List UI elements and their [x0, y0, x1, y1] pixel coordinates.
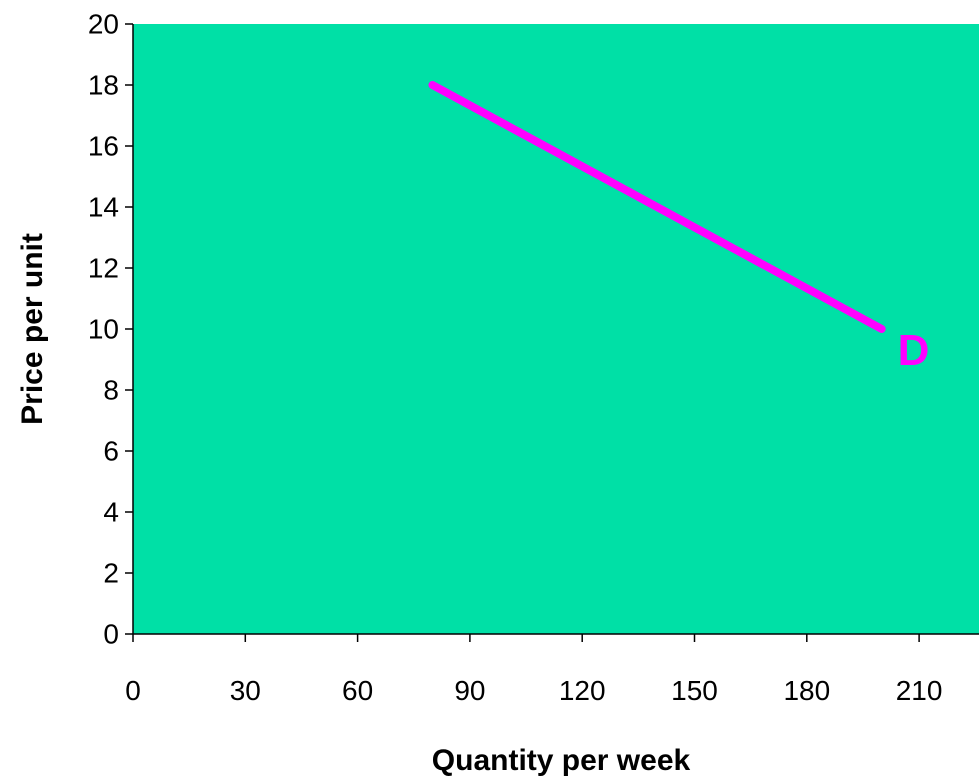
series-layer: D: [428, 81, 930, 375]
y-tick-label: 0: [103, 619, 119, 650]
x-axis-ticks: 0 30 60 90 120 150 180 210: [125, 634, 942, 706]
y-axis-ticks: 0 2 4 6 8 10 12 14 16 18 20: [88, 9, 133, 650]
demand-curve-label: D: [898, 326, 930, 375]
y-tick-label: 2: [103, 558, 119, 589]
y-axis-title: Price per unit: [16, 233, 49, 425]
y-tick-label: 6: [103, 436, 119, 467]
x-tick-label: 120: [559, 675, 606, 706]
y-tick-label: 16: [88, 131, 119, 162]
x-tick-label: 60: [342, 675, 373, 706]
x-tick-label: 30: [230, 675, 261, 706]
y-tick-label: 14: [88, 192, 119, 223]
y-tick-label: 4: [103, 497, 119, 528]
x-tick-label: 150: [671, 675, 718, 706]
plot-area: [133, 24, 979, 634]
x-axis-title: Quantity per week: [432, 744, 691, 777]
demand-curve-line: [428, 81, 886, 333]
y-tick-label: 18: [88, 70, 119, 101]
x-tick-label: 180: [783, 675, 830, 706]
y-tick-label: 10: [88, 314, 119, 345]
y-tick-label: 8: [103, 375, 119, 406]
x-tick-label: 0: [125, 675, 141, 706]
x-tick-label: 210: [896, 675, 943, 706]
x-tick-label: 90: [454, 675, 485, 706]
y-tick-label: 12: [88, 253, 119, 284]
y-tick-label: 20: [88, 9, 119, 40]
